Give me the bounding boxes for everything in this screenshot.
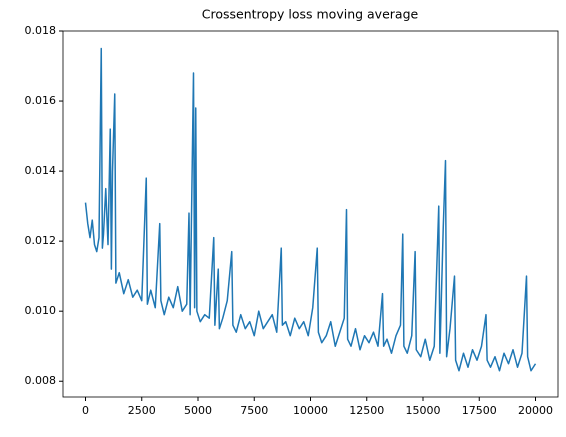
x-tick-label: 15000 — [406, 404, 441, 417]
x-tick-label: 2500 — [128, 404, 156, 417]
x-tick-label: 10000 — [293, 404, 328, 417]
chart-title: Crossentropy loss moving average — [202, 7, 419, 22]
x-tick-label: 17500 — [462, 404, 497, 417]
y-tick-label: 0.008 — [25, 374, 57, 387]
y-tick-label: 0.010 — [25, 304, 57, 317]
line — [84, 47, 537, 372]
y-tick-label: 0.014 — [25, 164, 57, 177]
x-tick-label: 0 — [82, 404, 89, 417]
y-tick-label: 0.012 — [25, 234, 57, 247]
x-tick-label: 12500 — [349, 404, 384, 417]
x-tick-label: 5000 — [184, 404, 212, 417]
x-tick-label: 7500 — [240, 404, 268, 417]
x-tick-label: 20000 — [518, 404, 553, 417]
y-tick-label: 0.018 — [25, 24, 57, 37]
y-tick-label: 0.016 — [25, 94, 57, 107]
axes-frame — [62, 30, 559, 398]
